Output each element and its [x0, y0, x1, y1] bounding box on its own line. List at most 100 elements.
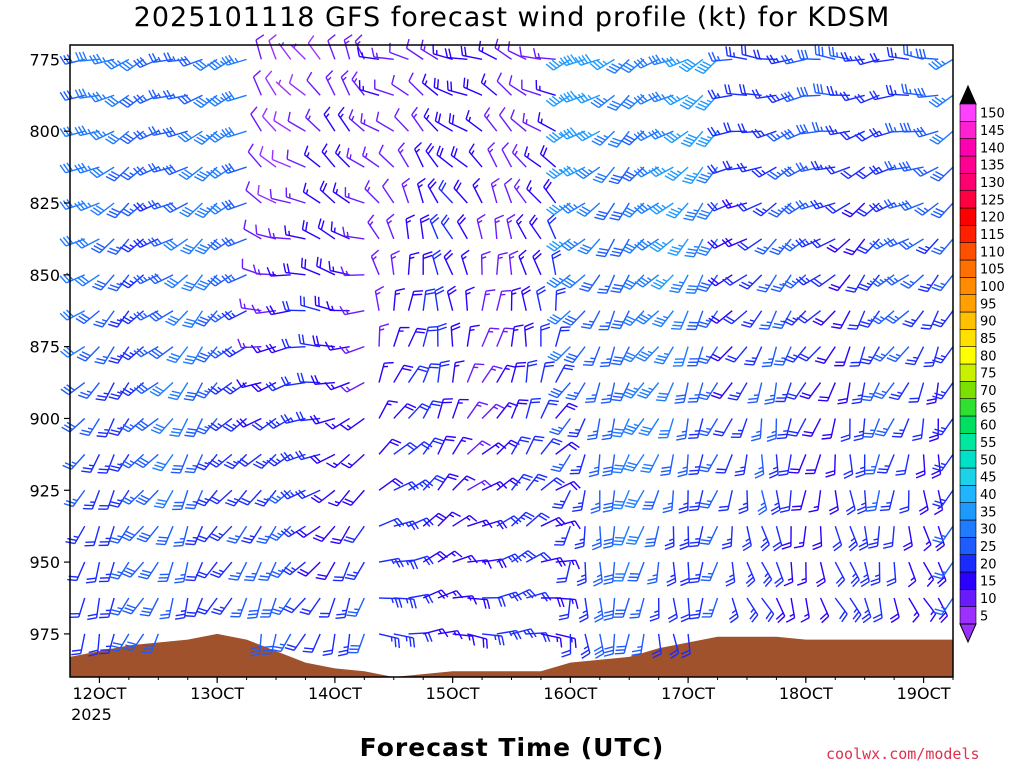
colorbar-swatch — [959, 519, 977, 538]
wind-barb — [856, 490, 867, 515]
wind-barb — [194, 238, 218, 255]
wind-barb — [857, 274, 880, 292]
wind-barb — [613, 597, 630, 618]
wind-barb — [195, 489, 218, 507]
wind-barb — [149, 382, 174, 397]
wind-barb — [282, 263, 306, 276]
wind-barb — [808, 490, 822, 513]
wind-barb — [508, 250, 519, 275]
wind-barb — [812, 526, 823, 551]
wind-barb — [327, 489, 351, 507]
wind-barb — [397, 142, 410, 168]
wind-barb — [548, 382, 571, 399]
wind-barb — [642, 490, 660, 510]
wind-barb — [478, 40, 498, 60]
wind-barb — [393, 403, 417, 419]
wind-barb — [805, 454, 822, 475]
wind-barb — [339, 381, 365, 393]
wind-barb — [861, 597, 872, 624]
wind-barb — [275, 79, 292, 96]
wind-barb — [250, 633, 263, 657]
wind-barb — [450, 145, 468, 168]
wind-barb — [108, 418, 130, 436]
wind-barb — [761, 561, 773, 587]
wind-barb — [133, 238, 159, 248]
wind-barb — [163, 52, 188, 63]
wind-barb — [309, 414, 336, 425]
wind-barb — [535, 79, 556, 96]
wind-barb — [226, 525, 248, 544]
wind-barb — [580, 310, 601, 330]
wind-barb — [759, 310, 778, 330]
wind-barb — [431, 249, 442, 276]
wind-barb — [775, 382, 792, 403]
wind-barb — [698, 454, 719, 473]
wind-barb — [883, 526, 895, 550]
wind-barb — [174, 597, 189, 620]
wind-barb — [788, 454, 807, 474]
colorbar-label: 85 — [980, 332, 997, 347]
wind-barb — [932, 346, 954, 364]
wind-barb — [611, 490, 630, 510]
wind-barb — [928, 94, 954, 108]
wind-barb — [393, 633, 416, 648]
wind-barb — [271, 149, 292, 168]
wind-barb — [96, 418, 115, 438]
wind-barb — [680, 597, 691, 623]
colorbar: 5 10 15 20 25 30 35 40 45 50 55 60 65 70 75 80 85 90 95 100… — [959, 84, 1005, 644]
wind-barb — [361, 146, 380, 168]
wind-barb — [687, 382, 704, 403]
wind-barb — [772, 525, 783, 552]
wind-barb — [453, 179, 468, 204]
wind-barb — [134, 417, 159, 432]
wind-barb — [922, 525, 932, 552]
wind-barb — [452, 595, 478, 605]
wind-barb — [915, 238, 939, 255]
wind-barb — [522, 112, 542, 132]
wind-barb — [678, 58, 704, 73]
wind-barb — [107, 238, 130, 256]
colorbar-label: 30 — [980, 523, 997, 538]
colorbar-swatch — [959, 589, 977, 607]
wind-barb — [247, 597, 262, 619]
wind-barb — [267, 525, 292, 542]
colorbar-label: 50 — [980, 453, 997, 468]
wind-barb — [510, 473, 533, 491]
y-tick-label: 875 — [29, 338, 60, 357]
wind-barb — [105, 166, 130, 182]
credit-link[interactable]: coolwx.com/models — [826, 745, 980, 763]
wind-barb — [680, 562, 690, 587]
wind-barb — [179, 202, 203, 218]
wind-barb — [108, 561, 130, 580]
wind-barb — [280, 489, 306, 500]
wind-barb — [588, 454, 601, 478]
wind-barb — [680, 633, 691, 659]
wind-barb — [244, 561, 262, 582]
wind-barb — [593, 633, 605, 659]
wind-barb — [546, 310, 571, 325]
wind-barb — [364, 180, 380, 204]
wind-barb — [284, 225, 306, 240]
wind-barb — [290, 43, 306, 60]
wind-barb — [866, 490, 881, 512]
wind-barb — [695, 130, 719, 148]
wind-barb — [221, 126, 247, 138]
colorbar-swatch — [959, 571, 977, 590]
wind-barb — [913, 126, 939, 138]
wind-barb — [344, 187, 365, 204]
wind-barb — [268, 34, 277, 60]
wind-barb — [185, 489, 204, 510]
wind-barb — [898, 199, 924, 211]
wind-barb — [540, 399, 559, 419]
wind-barb — [422, 512, 447, 527]
wind-barb — [490, 177, 500, 204]
colorbar-label: 140 — [980, 141, 1005, 156]
wind-barb — [525, 512, 550, 527]
wind-barb — [770, 274, 792, 293]
chart-title: 2025101118 GFS forecast wind profile (kt… — [133, 2, 891, 33]
colorbar-label: 55 — [980, 436, 997, 451]
wind-barb — [540, 633, 563, 648]
wind-barb — [603, 633, 616, 657]
wind-barb — [708, 310, 733, 324]
wind-barb — [282, 300, 306, 312]
